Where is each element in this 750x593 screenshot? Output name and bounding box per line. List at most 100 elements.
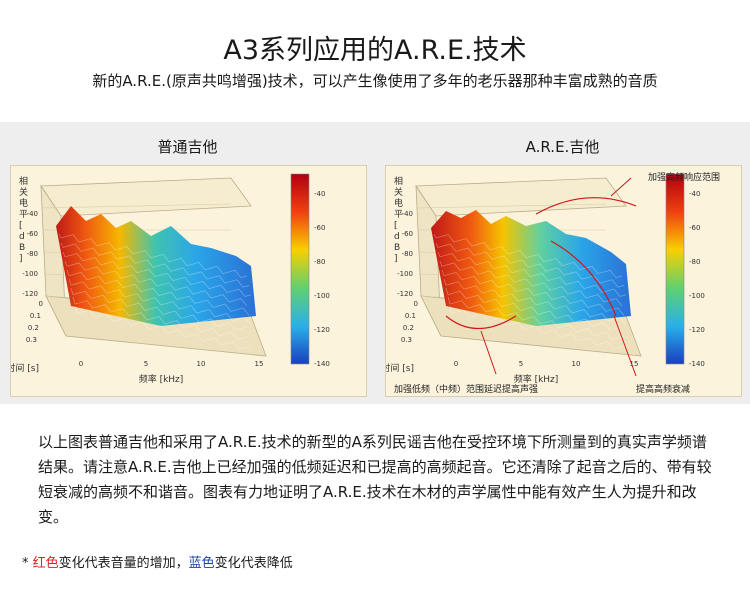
spectrum-ridge	[74, 305, 252, 350]
y-axis-label-char: 相	[19, 175, 28, 187]
colorbar-tick-label: -100	[314, 292, 330, 300]
footnote-red-word: 红色	[32, 556, 59, 571]
chart-panel-are: A.R.E.吉他 相关电平[d B] -40 -60 -80 -100 -120 0 0.1 0.…	[375, 122, 750, 404]
y-axis-label-char: B	[19, 243, 25, 253]
spectrum-ridge	[445, 287, 623, 331]
time-tick-label: 0.2	[403, 324, 414, 332]
annotation-arc-low	[445, 315, 517, 329]
spectrum-ridge	[439, 260, 623, 307]
annotation-high-freq-decay: 提高高频衰减	[636, 383, 690, 395]
y-tick-label: -60	[402, 230, 413, 238]
y-axis-label-char: 电	[394, 197, 403, 209]
x-tick-label: 0	[454, 360, 458, 368]
footnote-blue-word: 蓝色	[188, 556, 215, 571]
spectrum-ridge	[447, 296, 625, 341]
y-axis-label-char: 关	[19, 186, 28, 198]
annotation-high-freq-response: 加强高频响应范围	[648, 171, 720, 183]
y-axis-label-char: B	[394, 243, 400, 253]
colorbar-tick-label: -40	[314, 190, 325, 198]
chart-gridline	[41, 203, 232, 209]
spectrum-ridge	[58, 233, 248, 278]
colorbar-tick-label: -120	[689, 326, 705, 334]
y-tick-label: -40	[402, 210, 413, 218]
spectrum-ridge	[441, 269, 625, 316]
time-tick-label: 0.1	[30, 312, 41, 320]
x-tick-label: 10	[197, 360, 206, 368]
spectrum-ridge	[62, 251, 252, 297]
spectrum-surface	[56, 206, 256, 326]
chart-gridline	[416, 203, 607, 209]
y-axis-label-char: [	[19, 221, 23, 231]
y-axis-label-char: d	[19, 232, 25, 242]
y-tick-label: -100	[22, 270, 38, 278]
page-title: A3系列应用的A.R.E.技术	[223, 35, 527, 66]
spectrum-ridge	[70, 287, 248, 331]
footnote: * 红色变化代表音量的增加，蓝色变化代表降低	[22, 552, 293, 571]
time-tick-label: 0.1	[405, 312, 416, 320]
chart-back-wall	[415, 177, 627, 217]
x-tick-label: 5	[519, 360, 523, 368]
time-tick-label: 0.3	[401, 336, 412, 344]
y-tick-label: -60	[27, 230, 38, 238]
y-axis-label-char: ]	[19, 254, 23, 264]
colorbar-tick-label: -60	[314, 224, 325, 232]
y-axis-label-char: 相	[394, 175, 403, 187]
y-tick-label: -80	[27, 250, 38, 258]
footnote-middle: 变化代表音量的增加，	[58, 556, 189, 571]
spectrum-ridge	[435, 242, 625, 288]
x-tick-label: 15	[630, 360, 639, 368]
x-tick-label: 10	[572, 360, 581, 368]
spectrum-ridge	[66, 269, 250, 316]
colorbar	[665, 173, 685, 365]
footnote-prefix: *	[22, 556, 33, 571]
time-axis-label: 时间 [s]	[386, 362, 414, 374]
y-tick-label: -80	[402, 250, 413, 258]
page-subtitle: 新的A.R.E.(原声共鸣增强)技术，可以产生像使用了多年的老乐器那种丰富成熟的…	[92, 72, 658, 90]
spectrum-ridge	[443, 278, 627, 326]
x-tick-label: 0	[79, 360, 83, 368]
description-text: 以上图表普通吉他和采用了A.R.E.技术的新型的A系列民谣吉他在受控环境下所测量…	[38, 433, 712, 526]
y-axis-label-char: 平	[19, 209, 28, 220]
annotation-leader	[613, 315, 637, 377]
y-tick-label: -120	[397, 290, 413, 298]
chart-panel-normal: 普通吉他 相关电平[d B] -40 -60 -80 -100 -120 0 0.1 0.2 0.3…	[0, 122, 375, 404]
spectrum-ridge	[449, 305, 627, 350]
time-axis-label: 时间 [s]	[11, 362, 39, 374]
y-tick-label: -40	[27, 210, 38, 218]
spectrum-ridge	[433, 233, 623, 278]
time-tick-label: 0	[414, 300, 418, 308]
colorbar-tick-label: -80	[689, 258, 700, 266]
chart-title: A.R.E.吉他	[525, 138, 600, 156]
colorbar-tick-label: -80	[314, 258, 325, 266]
time-tick-label: 0	[39, 300, 43, 308]
spectrum-ridge	[437, 251, 627, 297]
x-axis-label: 频率 [kHz]	[514, 373, 559, 385]
time-tick-label: 0.2	[28, 324, 39, 332]
chart-panel-area: 普通吉他 相关电平[d B] -40 -60 -80 -100 -120 0 0.1 0.2 0.3…	[0, 122, 750, 404]
y-tick-label: -120	[22, 290, 38, 298]
y-axis-label-char: 关	[394, 186, 403, 198]
chart-title: 普通吉他	[157, 138, 218, 156]
y-axis-label-char: 平	[394, 209, 403, 220]
y-tick-label: -100	[397, 270, 413, 278]
x-axis-label: 频率 [kHz]	[139, 373, 184, 385]
spectrum-ridge	[68, 278, 252, 326]
y-axis-label-char: d	[394, 232, 400, 242]
y-axis-label-char: 电	[19, 197, 28, 209]
colorbar-tick-label: -100	[689, 292, 705, 300]
colorbar-tick-label: -140	[314, 360, 330, 368]
colorbar	[290, 173, 310, 365]
annotation-leader	[610, 177, 632, 197]
colorbar-tick-label: -120	[314, 326, 330, 334]
footnote-end: 变化代表降低	[214, 556, 293, 571]
time-tick-label: 0.3	[26, 336, 37, 344]
colorbar-tick-label: -60	[689, 224, 700, 232]
colorbar-tick-label: -40	[689, 190, 700, 198]
annotation-low-freq: 加强低频（中频）范围延迟提高声强	[394, 383, 538, 395]
x-tick-label: 15	[255, 360, 264, 368]
spectrum-surface	[431, 210, 631, 326]
